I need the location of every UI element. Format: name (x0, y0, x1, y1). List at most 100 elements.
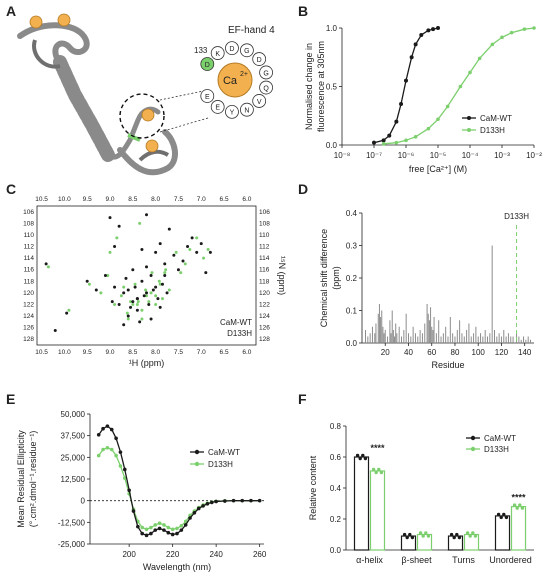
y-tick-label-right: 106 (259, 209, 270, 216)
data-point (166, 525, 171, 530)
panel-label-f: F (298, 391, 307, 407)
data-point (96, 453, 101, 458)
replicate-point (361, 453, 365, 458)
data-point (409, 55, 414, 60)
replicate-point (520, 506, 525, 510)
panel-c: C 10.5 10.5 10.0 10.0 9.5 9.5 9.0 9.0 8.5 8.5 8.0 8… (6, 181, 287, 368)
peak (140, 317, 144, 321)
replicate-point (426, 534, 431, 538)
peak (138, 320, 142, 324)
peak (126, 314, 130, 318)
replicate-point (405, 535, 409, 540)
y-tick-label: 0.1 (346, 307, 358, 316)
calcium-ion-3 (141, 108, 155, 122)
data-point (426, 126, 431, 131)
peak (150, 271, 154, 275)
peak (147, 300, 151, 304)
y-tick-label-right: 124 (259, 313, 270, 320)
x-tick-label-bottom: 7.5 (174, 349, 183, 356)
peak (199, 242, 203, 246)
y-axis-title-line-2: fluorescence at 305nm (316, 41, 326, 132)
peak (174, 250, 178, 254)
loop-residue-letter: N (244, 108, 249, 115)
peak (87, 282, 91, 286)
data-point (509, 30, 514, 35)
panel-b: B 10⁻⁸ 10⁻⁷ 10⁻⁶ 10⁻⁵ 10⁻⁴ 10⁻³ 10⁻²0.00.51.0f… (298, 3, 542, 174)
y-axis-title: ¹⁵N (ppm) (277, 256, 287, 295)
replicate-point (358, 456, 362, 461)
peak (163, 271, 167, 275)
peak (181, 259, 185, 263)
data-point (426, 28, 431, 33)
residue-number: 133 (194, 46, 208, 55)
peak (186, 245, 190, 249)
peak (140, 308, 144, 312)
peak (145, 291, 148, 295)
panel-label-b: B (298, 3, 308, 19)
y-tick-label-left: 108 (23, 220, 34, 227)
panel-e: E 200 220 240 260 -25,000 -12,500 0 12,500 25,00… (6, 391, 267, 572)
data-point (96, 433, 101, 437)
x-tick-label-top: 6.0 (242, 196, 251, 203)
loop-residue-letter: Q (263, 85, 269, 92)
y-tick-label-right: 126 (259, 325, 270, 332)
peak (195, 250, 199, 254)
x-tick-label-bottom: 9.5 (83, 349, 92, 356)
x-tick-label-top: 8.0 (151, 196, 160, 203)
panel-label-d: D (298, 181, 308, 197)
y-tick-label: 12,500 (61, 475, 86, 484)
data-point (188, 516, 192, 520)
legend-label: CaM-WT (484, 434, 516, 443)
bar-d133h (463, 533, 480, 551)
loop-residue-circle (239, 43, 254, 58)
panel-label-e: E (6, 391, 15, 407)
data-point (118, 464, 123, 468)
data-point (157, 526, 162, 531)
bar-cam-wt (447, 535, 464, 551)
loop-residue-circle (210, 46, 225, 60)
significance-marker: **** (511, 493, 526, 503)
data-point (210, 500, 214, 505)
data-point (123, 467, 127, 472)
peak (133, 285, 137, 289)
peak (113, 302, 117, 306)
data-point (109, 447, 114, 452)
data-point (166, 530, 171, 535)
category-label: Unordered (489, 555, 532, 565)
replicate-point (363, 456, 368, 461)
peak (149, 317, 153, 321)
protein-ribbon-illustration (17, 22, 178, 176)
replicate-point (374, 470, 378, 475)
y-tick-label: 0.0 (330, 546, 342, 555)
data-point (436, 26, 440, 30)
peak (142, 294, 146, 298)
calcium-charge: 2+ (240, 71, 248, 78)
data-point (522, 27, 527, 31)
peak (160, 297, 164, 301)
data-point (162, 523, 166, 527)
replicate-point (499, 515, 503, 520)
replicate-point (502, 512, 506, 517)
x-tick-label-top: 8.5 (128, 196, 137, 203)
panel-d: D 20 40 60 80 100 120 140 0.0 0.1 0.2 0.3 0.4 D133H R… (298, 181, 534, 370)
y-axis-title-line-1: Mean Residual Ellipticity (16, 430, 26, 528)
data-point (153, 528, 158, 532)
data-point (175, 531, 179, 536)
peak (158, 242, 162, 246)
loop-residue-letter: E (205, 94, 210, 101)
peak (117, 302, 121, 306)
data-point (249, 498, 253, 503)
x-tick-label: 20 (381, 348, 390, 357)
calcium-ion-4 (145, 139, 159, 153)
data-point (372, 140, 376, 145)
y-tick-label: 0.5 (326, 83, 338, 92)
data-point (131, 509, 136, 513)
data-point (153, 523, 158, 527)
ef-hand-title: EF-hand 4 (228, 25, 275, 36)
y-tick-label-left: 120 (23, 290, 34, 297)
peak (94, 288, 98, 292)
data-point (149, 525, 153, 530)
data-point (170, 527, 175, 532)
peak (119, 294, 123, 298)
